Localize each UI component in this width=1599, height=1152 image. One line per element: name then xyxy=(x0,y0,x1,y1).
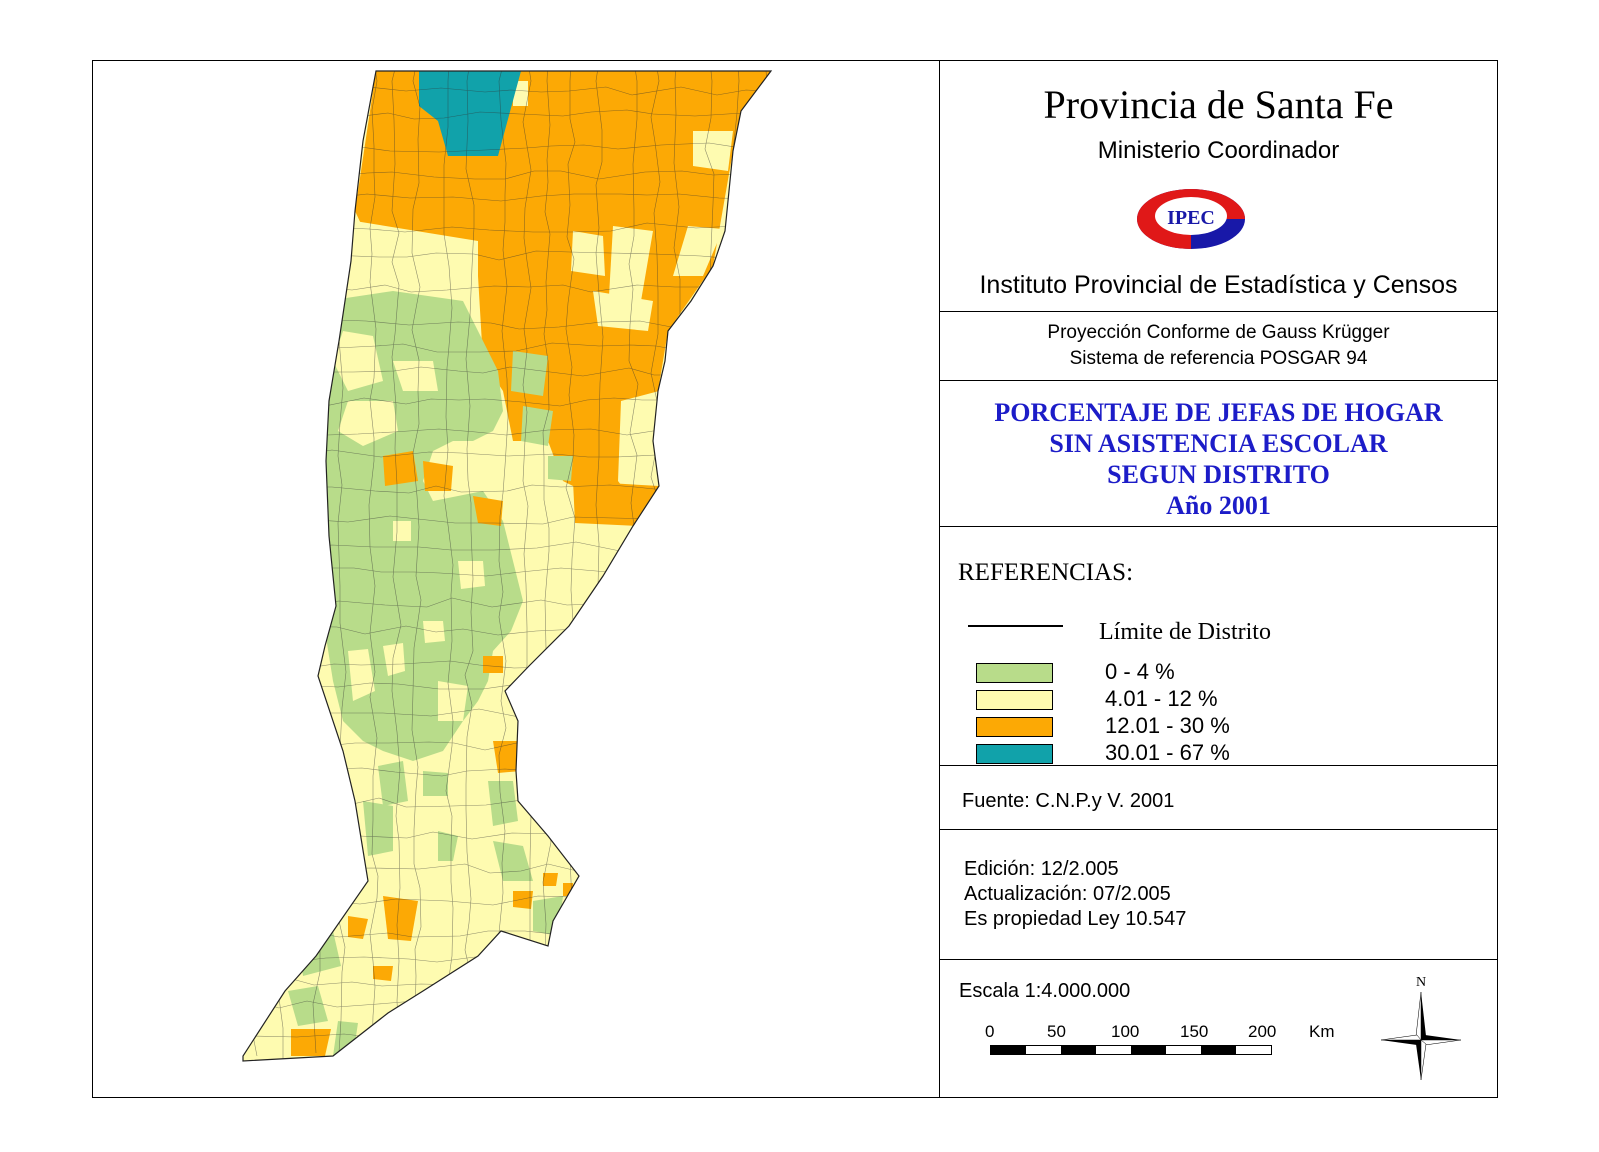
district-boundary xyxy=(311,71,322,1054)
legend-label-orange: 12.01 - 30 % xyxy=(1105,713,1230,738)
scale-tick-100: 100 xyxy=(1111,1022,1140,1041)
institute-name: Instituto Provincial de Estadística y Ce… xyxy=(979,271,1458,299)
ipec-logo: IPEC xyxy=(1137,189,1245,249)
map-sheet-frame: Provincia de Santa Fe Ministerio Coordin… xyxy=(92,60,1498,1098)
legend-swatch-orange xyxy=(976,717,1053,737)
edition-date: Edición: 12/2.005 xyxy=(964,858,1119,880)
scale-tick-50: 50 xyxy=(1047,1022,1066,1041)
source-text: Fuente: C.N.P.y V. 2001 xyxy=(962,790,1175,812)
legend-swatch-green xyxy=(976,663,1053,683)
legend-heading: REFERENCIAS: xyxy=(958,559,1134,586)
reference-system-line: Sistema de referencia POSGAR 94 xyxy=(1069,348,1368,369)
district-boundary xyxy=(542,71,553,1051)
province-outline xyxy=(242,70,773,1062)
scale-tick-0: 0 xyxy=(985,1022,995,1041)
district-boundary xyxy=(391,71,402,1045)
legend-box: REFERENCIAS: Límite de Distrito 0 - 4 % … xyxy=(940,527,1497,766)
title-line-2: SIN ASISTENCIA ESCOLAR xyxy=(1049,429,1388,458)
scale-tick-200: 200 xyxy=(1248,1022,1277,1041)
legend-swatch-teal xyxy=(976,744,1053,764)
scale-bar xyxy=(990,1045,1272,1055)
district-boundary xyxy=(247,71,258,1057)
district-boundary xyxy=(411,71,422,1057)
district-boundary xyxy=(443,71,454,1049)
district-boundary xyxy=(276,71,287,1061)
title-line-1: PORCENTAJE DE JEFAS DE HOGAR xyxy=(994,398,1443,427)
district-boundary xyxy=(759,71,770,1041)
title-box: PORCENTAJE DE JEFAS DE HOGAR SIN ASISTEN… xyxy=(940,381,1497,527)
title-year: Año 2001 xyxy=(1166,491,1271,520)
district-boundary xyxy=(732,71,743,1061)
edition-box: Edición: 12/2.005 Actualización: 07/2.00… xyxy=(940,830,1497,960)
legend-label-yellow: 4.01 - 12 % xyxy=(1105,686,1218,711)
legend-swatch-yellow xyxy=(976,690,1053,710)
title-line-3: SEGUN DISTRITO xyxy=(1107,460,1330,489)
district-boundary xyxy=(498,71,509,1046)
map-panel xyxy=(93,61,940,1097)
update-date: Actualización: 07/2.005 xyxy=(964,883,1171,905)
district-boundary xyxy=(522,71,532,1039)
north-label: N xyxy=(1416,975,1426,990)
district-boundary xyxy=(464,71,475,1061)
scale-tick-150: 150 xyxy=(1180,1022,1209,1041)
north-arrow-icon: N xyxy=(1380,975,1462,1081)
projection-box: Proyección Conforme de Gauss Krügger Sis… xyxy=(940,312,1497,381)
map-title: PORCENTAJE DE JEFAS DE HOGAR SIN ASISTEN… xyxy=(940,397,1497,521)
province-title: Provincia de Santa Fe xyxy=(1043,82,1394,127)
district-boundary xyxy=(368,71,379,1053)
ministry-name: Ministerio Coordinador xyxy=(1097,137,1340,164)
legend-panel: Provincia de Santa Fe Ministerio Coordin… xyxy=(940,61,1497,1097)
property-law: Es propiedad Ley 10.547 xyxy=(964,908,1187,930)
boundary-line-label: Límite de Distrito xyxy=(1099,619,1271,645)
projection-line: Proyección Conforme de Gauss Krügger xyxy=(1047,322,1390,343)
district-boundary xyxy=(787,61,796,1044)
header-box: Provincia de Santa Fe Ministerio Coordin… xyxy=(940,61,1497,312)
scale-unit: Km xyxy=(1309,1022,1335,1041)
province-districts xyxy=(243,61,796,1061)
scale-label: Escala 1:4.000.000 xyxy=(959,980,1131,1002)
boundary-line-symbol xyxy=(968,625,1063,627)
logo-text: IPEC xyxy=(1167,207,1215,229)
scale-box: Escala 1:4.000.000 0 50 100 150 200 Km N xyxy=(940,960,1497,1097)
choropleth-map xyxy=(242,61,796,1062)
legend-label-teal: 30.01 - 67 % xyxy=(1105,740,1230,765)
source-box: Fuente: C.N.P.y V. 2001 xyxy=(940,766,1497,830)
legend-label-green: 0 - 4 % xyxy=(1105,659,1175,684)
